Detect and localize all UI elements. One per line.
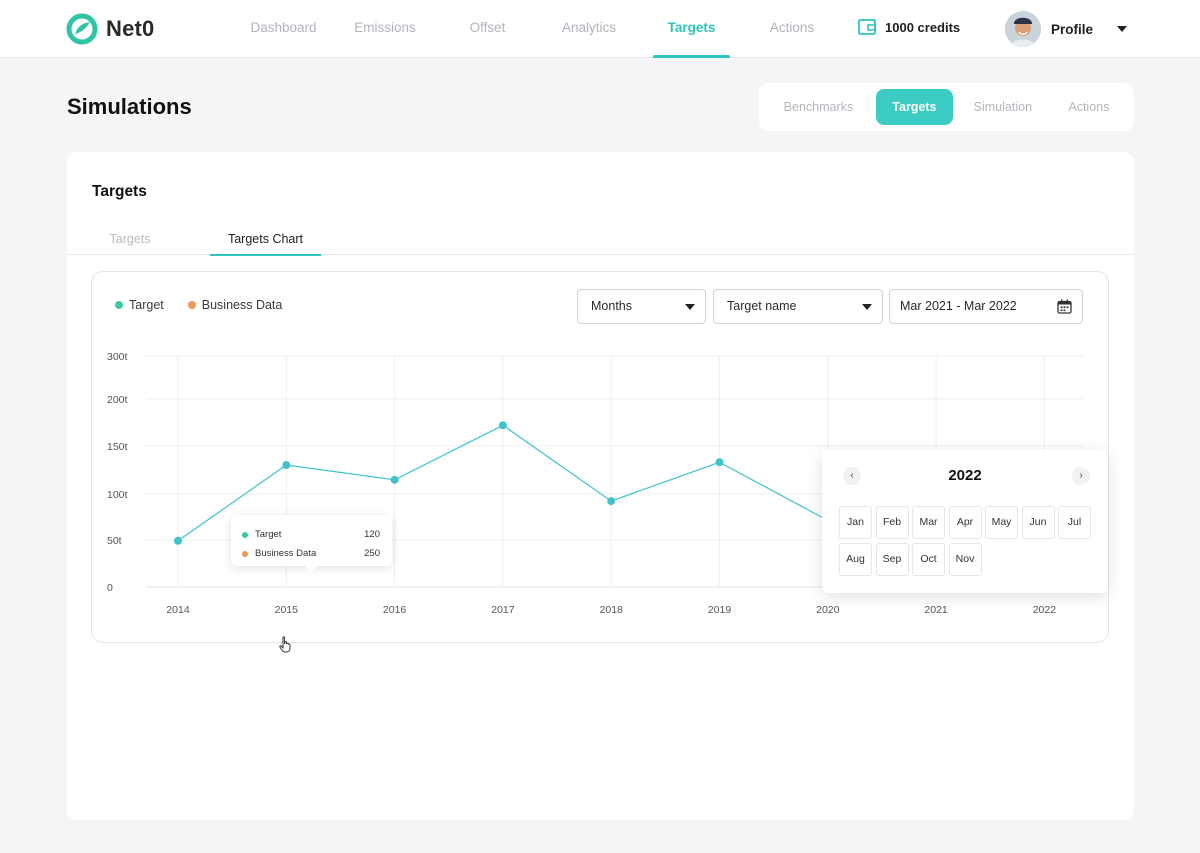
y-axis-tick-label: 200t: [107, 394, 128, 406]
month-option-jun[interactable]: Jun: [1021, 506, 1055, 539]
hand-pointer-icon: [279, 636, 291, 653]
nav-dashboard[interactable]: Dashboard: [250, 20, 317, 35]
target-dot-icon: [242, 531, 248, 538]
targets-card: Targets Targets Targets Chart Target Bus…: [67, 152, 1134, 820]
segment-actions[interactable]: Actions: [1068, 100, 1110, 114]
month-grid: Jan Feb Mar Apr May Jun Jul Aug Sep Oct Nov: [839, 506, 1095, 576]
x-axis-tick-label: 2016: [383, 604, 407, 616]
chart-panel: Target Business Data Months Target name …: [91, 271, 1109, 653]
nav-targets[interactable]: Targets: [653, 0, 730, 58]
x-axis-tick-label: 2019: [708, 604, 732, 616]
month-option-apr[interactable]: Apr: [948, 506, 982, 539]
y-axis-tick-label: 100t: [107, 489, 128, 501]
period-select-value: Months: [591, 299, 632, 313]
segment-simulation[interactable]: Simulation: [973, 100, 1033, 114]
x-axis-tick-label: 2022: [1033, 604, 1057, 616]
data-point[interactable]: [607, 497, 616, 506]
tooltip-value: 250: [364, 548, 380, 559]
legend-label: Target: [129, 298, 164, 312]
main-nav: Dashboard Emissions Offset Analytics Tar…: [230, 0, 837, 58]
y-axis-tick-label: 0: [107, 582, 113, 594]
app-logo[interactable]: Net0: [66, 13, 155, 45]
x-axis-tick-label: 2014: [166, 604, 190, 616]
month-option-feb[interactable]: Feb: [875, 506, 909, 539]
legend-item-business-data[interactable]: Business Data: [187, 298, 283, 312]
month-picker: ‹ 2022 › Jan Feb Mar Apr May Jun Jul Aug Sep Oct N…: [822, 450, 1108, 593]
tooltip-row-business-data: Business Data 250: [242, 548, 380, 559]
business-data-dot-icon: [242, 550, 248, 557]
tooltip-label: Business Data: [255, 548, 317, 559]
tooltip-value: 120: [364, 529, 380, 540]
tooltip-row-target: Target 120: [242, 529, 380, 540]
card-title: Targets: [92, 183, 147, 200]
user-avatar-icon: [1005, 11, 1041, 47]
data-point[interactable]: [715, 458, 724, 467]
data-point[interactable]: [498, 421, 507, 430]
segment-benchmarks[interactable]: Benchmarks: [783, 100, 854, 114]
target-name-select-value: Target name: [727, 299, 797, 313]
y-axis-tick-label: 50t: [107, 535, 122, 547]
chart-legend: Target Business Data: [115, 298, 282, 312]
card-tabs: Targets Targets Chart: [67, 232, 1134, 256]
nav-analytics[interactable]: Analytics: [561, 20, 617, 35]
target-name-select[interactable]: Target name: [713, 289, 883, 324]
avatar: [1005, 11, 1041, 47]
calendar-icon[interactable]: [1057, 299, 1072, 314]
month-option-jul[interactable]: Jul: [1058, 506, 1091, 539]
net0-logo-icon: [66, 13, 98, 45]
month-option-oct[interactable]: Oct: [912, 543, 945, 576]
page-title: Simulations: [67, 94, 192, 119]
x-axis-tick-label: 2015: [275, 604, 299, 616]
nav-offset[interactable]: Offset: [469, 20, 506, 35]
tab-targets-chart[interactable]: Targets Chart: [210, 232, 321, 256]
month-option-aug[interactable]: Aug: [839, 543, 872, 576]
legend-label: Business Data: [201, 298, 283, 312]
month-option-sep[interactable]: Sep: [875, 543, 909, 576]
nav-actions[interactable]: Actions: [769, 20, 815, 35]
tooltip-label: Target: [255, 529, 282, 540]
credits-balance[interactable]: 1000 credits: [858, 19, 960, 35]
profile-menu[interactable]: Profile: [1005, 11, 1127, 47]
tab-targets[interactable]: Targets: [109, 232, 151, 246]
top-navigation-bar: Net0 Dashboard Emissions Offset Analytic…: [0, 0, 1200, 58]
data-point[interactable]: [282, 461, 291, 470]
credits-label: 1000 credits: [885, 19, 961, 35]
chevron-left-icon[interactable]: ‹: [843, 467, 861, 485]
x-axis-tick-label: 2021: [924, 604, 948, 616]
date-range-input[interactable]: Mar 2021 - Mar 2022: [889, 289, 1083, 324]
section-switcher: Benchmarks Targets Simulation Actions: [759, 83, 1134, 131]
chart-tooltip: Target 120 Business Data 250: [231, 515, 392, 572]
x-axis-tick-label: 2017: [491, 604, 515, 616]
nav-emissions[interactable]: Emissions: [354, 20, 416, 35]
month-option-may[interactable]: May: [985, 506, 1018, 539]
chevron-down-icon[interactable]: [1117, 26, 1127, 32]
target-dot-icon: [115, 301, 123, 309]
data-point[interactable]: [174, 536, 182, 545]
month-option-nov[interactable]: Nov: [948, 543, 982, 576]
chevron-down-icon: [862, 304, 872, 310]
date-range-value: Mar 2021 - Mar 2022: [900, 299, 1017, 313]
data-point[interactable]: [390, 475, 399, 484]
y-axis-tick-label: 150t: [107, 441, 128, 453]
chevron-right-icon[interactable]: ›: [1072, 467, 1090, 485]
legend-item-target[interactable]: Target: [115, 298, 164, 312]
month-option-jan[interactable]: Jan: [839, 506, 872, 539]
app-name: Net0: [106, 16, 155, 41]
y-axis-tick-label: 300t: [107, 351, 128, 363]
business-data-dot-icon: [187, 301, 196, 309]
period-select[interactable]: Months: [577, 289, 706, 324]
picker-year: 2022: [948, 467, 982, 484]
x-axis-tick-label: 2018: [600, 604, 624, 616]
profile-label: Profile: [1051, 21, 1094, 37]
segment-targets[interactable]: Targets: [875, 89, 953, 125]
wallet-icon: [858, 19, 876, 35]
x-axis-tick-label: 2020: [816, 604, 840, 616]
chevron-down-icon: [685, 304, 695, 310]
month-option-mar[interactable]: Mar: [912, 506, 945, 539]
